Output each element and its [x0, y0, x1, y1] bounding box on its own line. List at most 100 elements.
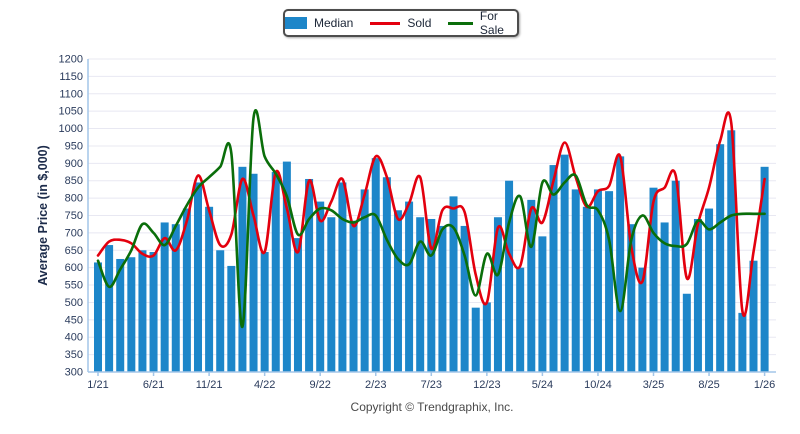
median-bar	[449, 196, 458, 372]
median-bar	[571, 189, 580, 372]
y-tick-label: 600	[65, 262, 83, 274]
median-bar	[193, 182, 202, 372]
median-bar	[516, 267, 525, 372]
for-sale-line	[96, 108, 766, 329]
x-tick-label: 10/24	[584, 379, 612, 391]
for-sale-line-swatch-icon	[448, 21, 473, 25]
median-bar	[738, 312, 747, 372]
legend-sold-label: Sold	[407, 16, 432, 30]
median-bar	[94, 262, 102, 372]
median-bar	[538, 236, 547, 372]
median-bar	[660, 222, 669, 372]
median-bar	[482, 302, 491, 372]
x-tick-label: 11/21	[196, 379, 223, 391]
median-bar	[282, 161, 291, 372]
median-bar	[149, 252, 158, 372]
y-tick-label: 500	[65, 297, 83, 309]
median-bar	[160, 222, 169, 372]
legend-median-label: Median	[314, 16, 354, 30]
x-tick-label: 9/22	[309, 379, 330, 391]
median-bar	[116, 258, 125, 372]
median-bar	[527, 199, 536, 372]
x-tick-label: 2/23	[365, 379, 386, 391]
y-tick-label: 750	[65, 210, 83, 222]
x-tick-label: 5/24	[532, 379, 553, 391]
median-bar	[705, 208, 714, 372]
y-tick-label: 1150	[59, 71, 83, 83]
median-bar	[171, 224, 180, 372]
median-bar	[216, 250, 225, 372]
y-tick-label: 1000	[59, 123, 83, 135]
y-tick-label: 850	[65, 175, 83, 187]
median-bar	[249, 173, 258, 372]
median-bar	[338, 182, 347, 372]
x-tick-label: 12/23	[473, 379, 501, 391]
y-tick-label: 700	[65, 227, 83, 239]
median-bar	[627, 224, 636, 372]
sold-line	[96, 111, 766, 317]
median-bar	[182, 208, 191, 372]
median-bar	[316, 201, 325, 372]
median-bar	[616, 156, 625, 372]
y-tick-label: 650	[65, 245, 83, 257]
x-tick-label: 1/26	[754, 379, 775, 391]
median-bar	[671, 180, 680, 372]
median-bar	[293, 238, 302, 372]
median-bar	[682, 293, 691, 372]
median-bar	[271, 172, 280, 372]
axis-tick-labels: 300 350 400 450 500 550 600 650 700 750 800 850 900 9…	[59, 54, 776, 392]
median-bar	[749, 260, 758, 372]
y-tick-label: 350	[65, 349, 83, 361]
x-tick-label: 7/23	[421, 379, 442, 391]
median-bar	[305, 178, 314, 372]
median-bar	[605, 191, 614, 372]
median-bar	[416, 217, 425, 372]
chart-legend: Median Sold For Sale	[283, 9, 519, 37]
median-bar	[693, 218, 702, 372]
y-tick-label: 1100	[59, 88, 83, 100]
median-bar	[638, 267, 647, 372]
axes	[87, 59, 776, 376]
median-bar	[727, 130, 736, 372]
median-bar	[649, 187, 658, 372]
y-tick-label: 1200	[59, 54, 83, 66]
y-tick-label: 950	[65, 140, 83, 152]
x-tick-label: 8/25	[698, 379, 719, 391]
median-bar	[405, 201, 414, 372]
median-bar	[505, 180, 514, 372]
legend-item-for-sale: For Sale	[448, 9, 517, 37]
median-bar	[493, 217, 502, 372]
x-tick-label: 3/25	[643, 379, 664, 391]
sold-line-swatch-icon	[370, 21, 401, 25]
trend-lines	[96, 108, 766, 329]
median-bar	[427, 218, 436, 372]
median-bar	[438, 225, 447, 372]
x-tick-label: 1/21	[87, 379, 108, 391]
y-axis-title: Average Price (in $,000)	[36, 145, 50, 286]
median-bar	[471, 307, 480, 372]
median-bar	[349, 220, 358, 372]
x-tick-label: 4/22	[254, 379, 275, 391]
y-tick-label: 300	[65, 367, 83, 379]
y-tick-label: 1050	[59, 106, 83, 118]
median-bar	[327, 217, 336, 372]
median-bar	[560, 154, 569, 372]
legend-item-sold: Sold	[370, 16, 431, 30]
median-bar	[716, 144, 725, 372]
median-bar	[593, 189, 602, 372]
legend-for-sale-label: For Sale	[479, 9, 504, 37]
legend-item-median: Median	[285, 16, 353, 30]
median-bar	[238, 166, 247, 372]
median-bar	[549, 165, 558, 372]
x-tick-label: 6/21	[143, 379, 164, 391]
median-swatch-icon	[285, 17, 307, 29]
y-tick-label: 450	[65, 314, 83, 326]
median-bar	[393, 210, 402, 372]
y-tick-label: 900	[65, 158, 83, 170]
median-bar	[205, 206, 214, 372]
median-bar	[138, 250, 147, 372]
median-bar	[760, 166, 769, 372]
median-bar	[371, 158, 380, 372]
